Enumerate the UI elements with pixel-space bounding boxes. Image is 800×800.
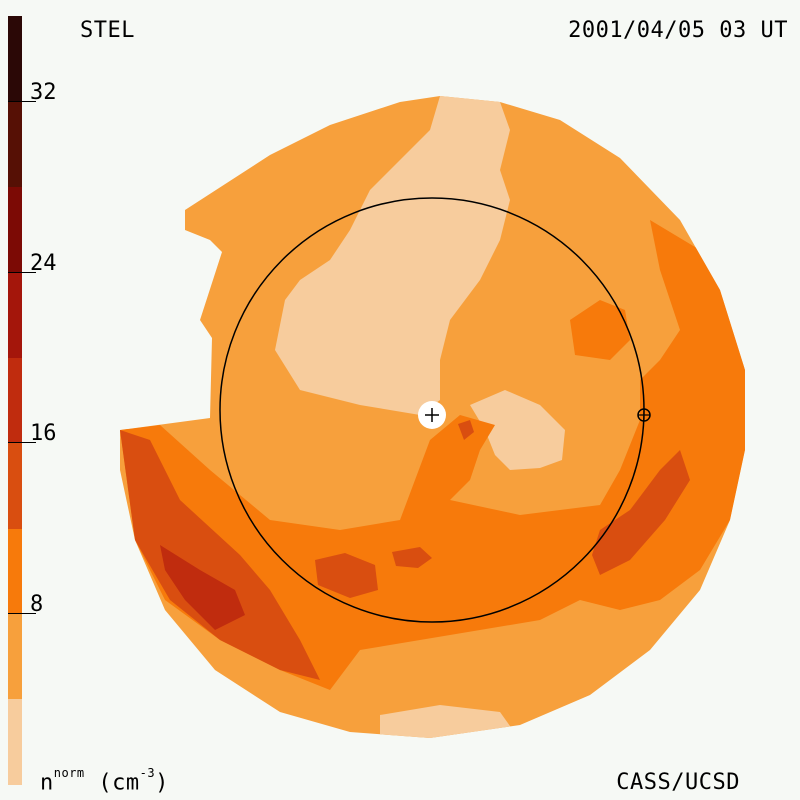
colorbar-segment — [8, 698, 22, 785]
colorbar — [8, 16, 22, 785]
instrument-label: STEL — [80, 18, 135, 43]
colorbar-tick-24: 24 — [30, 251, 57, 276]
colorbar-tick-mark — [8, 613, 36, 614]
colorbar-tick-mark — [8, 101, 36, 102]
colorbar-segment — [8, 186, 22, 273]
high-density-region-small — [458, 420, 474, 440]
high-density-region-spot — [392, 547, 432, 568]
density-disk — [120, 96, 745, 738]
colorbar-segment — [8, 613, 22, 700]
colorbar-segment — [8, 442, 22, 529]
colorbar-tick-8: 8 — [30, 592, 44, 617]
sun-plus-icon — [418, 401, 446, 429]
credit-label: CASS/UCSD — [616, 770, 740, 795]
colorbar-segment — [8, 357, 22, 444]
high-density-region-right — [592, 450, 690, 575]
colorbar-tick-mark — [8, 442, 36, 443]
moderate-density-patch — [570, 300, 630, 360]
colorbar-tick-32: 32 — [30, 80, 57, 105]
low-density-region-top — [275, 96, 510, 415]
colorbar-segment — [8, 101, 22, 188]
timestamp-label: 2001/04/05 03 UT — [568, 18, 788, 43]
colorbar-segment — [8, 272, 22, 358]
earth-circle-cross-icon — [637, 408, 651, 422]
colorbar-segment — [8, 16, 22, 102]
high-density-region-center — [315, 553, 378, 598]
highest-density-region — [160, 545, 245, 630]
moderate-density-ring — [120, 220, 745, 690]
low-density-region-center — [470, 390, 565, 470]
colorbar-tick-16: 16 — [30, 421, 57, 446]
high-density-region-left — [120, 430, 320, 680]
colorbar-tick-mark — [8, 272, 36, 273]
units-label: nnorm (cm-3) — [40, 766, 169, 796]
colorbar-segment — [8, 528, 22, 614]
